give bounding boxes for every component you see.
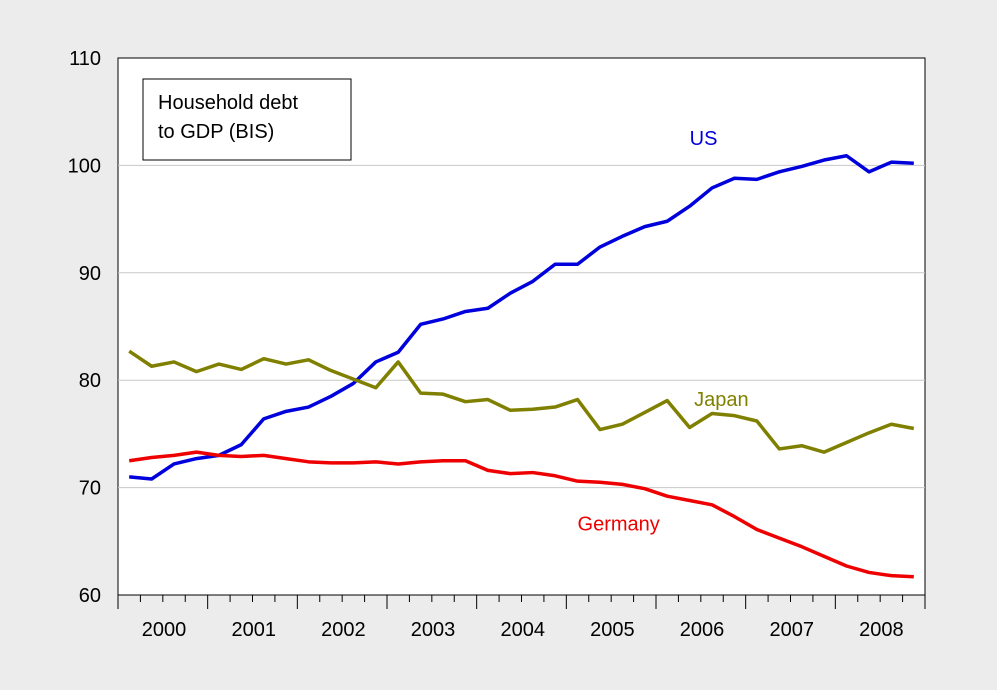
y-tick-label: 100 xyxy=(68,155,101,177)
x-tick-label: 2006 xyxy=(680,619,725,641)
series-line-japan xyxy=(128,349,915,454)
y-tick-label: 80 xyxy=(79,370,101,392)
x-tick-label: 2003 xyxy=(411,619,456,641)
x-tick-label: 2000 xyxy=(142,619,187,641)
y-tick-label: 70 xyxy=(79,478,101,500)
x-tick-label: 2001 xyxy=(231,619,276,641)
series-label-germany: Germany xyxy=(578,514,660,536)
x-tick-label: 2007 xyxy=(769,619,814,641)
x-tick-label: 2004 xyxy=(500,619,545,641)
x-axis: 2000 2001 2002 2003 2004 2005 2006 2007 2008 xyxy=(117,595,926,641)
y-tick-label: 90 xyxy=(79,263,101,285)
x-tick-label: 2002 xyxy=(321,619,366,641)
x-tick-label: 2005 xyxy=(590,619,635,641)
series-label-us: US xyxy=(690,128,718,150)
chart-title-line: to GDP (BIS) xyxy=(158,121,274,143)
y-tick-label: 110 xyxy=(69,48,101,70)
series-label-japan: Japan xyxy=(694,389,749,411)
legend-box: Household debt to GDP (BIS) xyxy=(142,78,352,161)
y-tick-label: 60 xyxy=(79,585,101,607)
series-lines xyxy=(128,153,915,579)
chart-title-line: Household debt xyxy=(158,92,299,114)
grid-lines xyxy=(118,164,925,489)
y-axis: 60 70 80 90 100 110 xyxy=(68,48,101,607)
series-line-us xyxy=(129,153,914,481)
x-tick-label: 2008 xyxy=(859,619,904,641)
chart-title: Household debt to GDP (BIS) xyxy=(158,92,299,143)
series-line-germany xyxy=(128,450,914,579)
series-labels: US Japan Germany xyxy=(578,128,749,536)
